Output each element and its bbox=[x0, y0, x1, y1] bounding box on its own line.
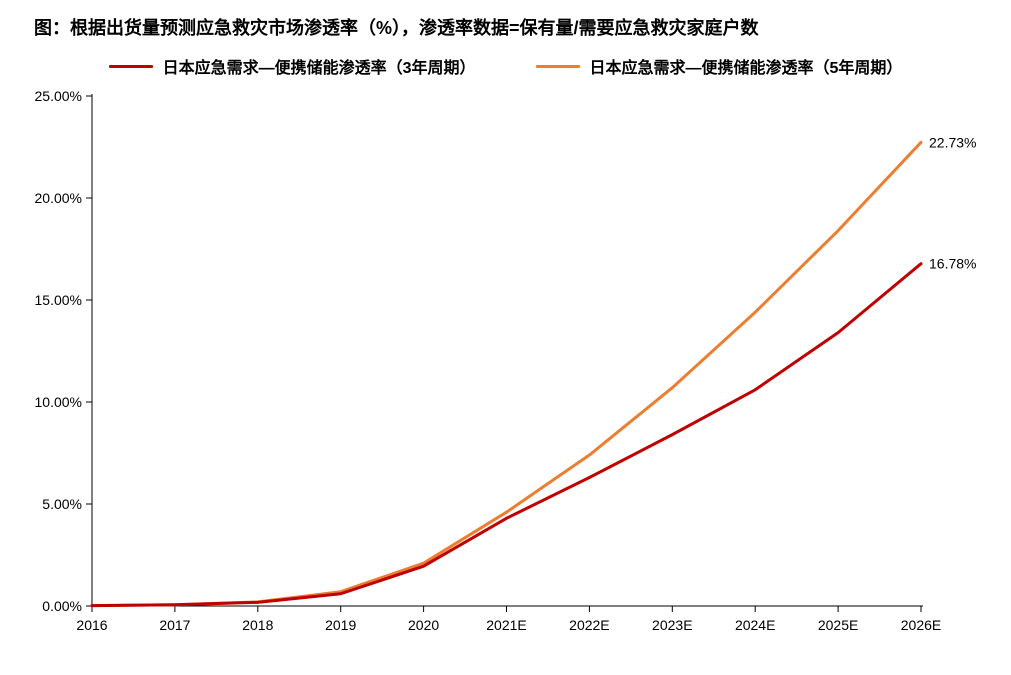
legend: 日本应急需求—便携储能渗透率（3年周期） 日本应急需求—便携储能渗透率（5年周期… bbox=[20, 54, 991, 78]
x-tick-label: 2018 bbox=[242, 617, 273, 633]
x-tick-label: 2017 bbox=[159, 617, 190, 633]
legend-label-series1: 日本应急需求—便携储能渗透率（3年周期） bbox=[163, 54, 476, 78]
y-tick-label: 20.00% bbox=[35, 190, 82, 206]
end-label-series1: 16.78% bbox=[929, 256, 976, 272]
x-tick-label: 2023E bbox=[652, 617, 692, 633]
legend-swatch-series2 bbox=[536, 65, 580, 68]
legend-label-series2: 日本应急需求—便携储能渗透率（5年周期） bbox=[590, 54, 903, 78]
line-series1 bbox=[92, 264, 921, 606]
y-tick-label: 5.00% bbox=[42, 496, 82, 512]
y-tick-label: 0.00% bbox=[42, 598, 82, 614]
chart-title: 图：根据出货量预测应急救灾市场渗透率（%），渗透率数据=保有量/需要应急救灾家庭… bbox=[34, 14, 991, 40]
x-tick-label: 2020 bbox=[408, 617, 439, 633]
legend-item-series1: 日本应急需求—便携储能渗透率（3年周期） bbox=[109, 54, 476, 78]
y-tick-label: 25.00% bbox=[35, 88, 82, 104]
legend-swatch-series1 bbox=[109, 65, 153, 68]
chart-container: 图：根据出货量预测应急救灾市场渗透率（%），渗透率数据=保有量/需要应急救灾家庭… bbox=[0, 0, 1011, 675]
x-tick-label: 2024E bbox=[735, 617, 775, 633]
x-tick-label: 2022E bbox=[569, 617, 609, 633]
legend-item-series2: 日本应急需求—便携储能渗透率（5年周期） bbox=[536, 54, 903, 78]
x-tick-label: 2021E bbox=[486, 617, 526, 633]
y-tick-label: 10.00% bbox=[35, 394, 82, 410]
x-tick-label: 2025E bbox=[818, 617, 858, 633]
end-label-series2: 22.73% bbox=[929, 134, 976, 150]
x-tick-label: 2019 bbox=[325, 617, 356, 633]
x-tick-label: 2026E bbox=[901, 617, 941, 633]
chart-svg: 0.00% 5.00% 10.00% 15.00% 20.00% 25.00% 2016 20… bbox=[20, 86, 991, 646]
x-tick-label: 2016 bbox=[76, 617, 107, 633]
chart-plot-area: 0.00% 5.00% 10.00% 15.00% 20.00% 25.00% 2016 20… bbox=[20, 86, 991, 646]
y-tick-label: 15.00% bbox=[35, 292, 82, 308]
line-series2 bbox=[92, 142, 921, 605]
